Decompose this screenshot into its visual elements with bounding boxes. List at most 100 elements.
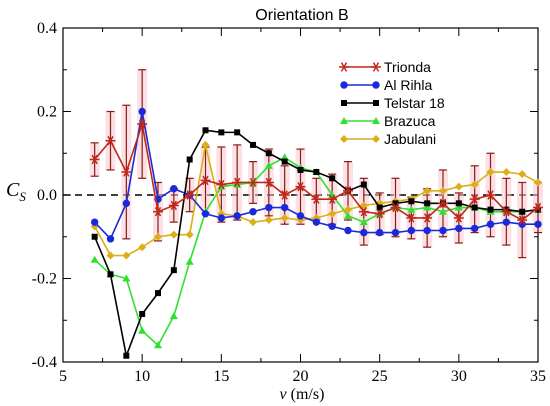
data-point xyxy=(469,194,480,204)
star-stroke xyxy=(139,119,146,129)
data-point xyxy=(407,205,416,213)
data-point xyxy=(265,203,273,212)
data-point xyxy=(218,129,225,136)
data-point xyxy=(89,154,100,165)
star-stroke xyxy=(107,136,114,146)
data-point xyxy=(390,202,401,213)
star-stroke xyxy=(408,213,415,223)
data-point xyxy=(406,213,417,223)
star-stroke xyxy=(455,213,462,223)
legend-item: Al Rihla xyxy=(340,77,432,93)
star-stroke xyxy=(344,186,352,196)
y-tick-label: -0.2 xyxy=(32,271,57,288)
data-point xyxy=(375,228,384,237)
data-point xyxy=(502,218,511,226)
series-line xyxy=(93,129,539,359)
legend-item: Telstar 18 xyxy=(341,95,445,111)
legend-label: Al Rihla xyxy=(384,77,432,93)
star-stroke xyxy=(154,206,162,217)
star-stroke xyxy=(519,215,526,225)
data-point xyxy=(200,175,211,186)
star-stroke xyxy=(340,62,348,72)
star-stroke xyxy=(360,206,367,217)
data-point xyxy=(408,198,415,205)
data-point xyxy=(138,107,146,116)
axis-ticks: 5 10 15 20 25 30 35 -0.4 -0.2 0.0 0.2 0.4 xyxy=(32,20,546,385)
data-point xyxy=(263,177,274,188)
data-point xyxy=(422,213,433,223)
data-point xyxy=(90,218,99,226)
data-point xyxy=(453,213,464,223)
y-tick-label: 0.0 xyxy=(37,187,57,204)
data-point xyxy=(485,190,496,200)
star-stroke xyxy=(170,200,177,211)
data-point xyxy=(170,267,177,274)
star-stroke xyxy=(202,175,209,186)
x-tick-label: 35 xyxy=(530,368,546,385)
star-stroke xyxy=(471,194,478,204)
data-point xyxy=(423,186,432,195)
x-axis-unit-text: (m/s) xyxy=(291,386,325,403)
data-point xyxy=(519,208,526,215)
data-point xyxy=(502,168,511,177)
data-point xyxy=(518,170,527,179)
star-stroke xyxy=(376,209,383,219)
data-point xyxy=(121,167,132,177)
data-point xyxy=(280,203,289,212)
data-point xyxy=(184,190,195,200)
y-axis-symbol: C xyxy=(6,179,20,201)
data-point xyxy=(201,140,210,149)
data-point xyxy=(123,352,130,359)
data-point xyxy=(122,199,131,208)
data-point xyxy=(248,177,258,188)
data-point xyxy=(340,117,348,124)
data-point xyxy=(339,62,349,72)
data-point xyxy=(107,271,114,278)
data-point xyxy=(234,129,241,136)
star-stroke xyxy=(297,181,304,192)
data-point xyxy=(201,210,210,218)
data-point xyxy=(373,100,379,106)
data-point xyxy=(455,224,463,233)
data-point xyxy=(358,206,369,217)
data-point xyxy=(423,226,431,235)
star-stroke xyxy=(249,177,257,188)
star-stroke xyxy=(281,190,288,200)
legend-item: Jabulani xyxy=(340,131,436,147)
star-stroke xyxy=(487,190,494,200)
data-point xyxy=(329,175,336,182)
x-axis-label: v (m/s) xyxy=(280,386,325,403)
data-point xyxy=(517,215,528,225)
data-point xyxy=(154,232,162,241)
data-point xyxy=(344,205,352,214)
data-point xyxy=(534,178,542,187)
data-point xyxy=(279,190,290,200)
data-point xyxy=(233,212,241,220)
star-stroke xyxy=(265,177,272,188)
data-point xyxy=(340,81,348,89)
data-point xyxy=(232,177,243,188)
data-point xyxy=(90,255,99,263)
y-tick-label: 0.4 xyxy=(37,20,57,37)
data-point xyxy=(91,233,98,240)
data-point xyxy=(360,181,367,188)
data-point xyxy=(340,135,348,143)
data-point xyxy=(376,204,383,211)
data-point xyxy=(264,216,273,225)
series-telstar-18 xyxy=(91,127,541,359)
y-axis-label: CS xyxy=(6,179,26,204)
data-point xyxy=(486,220,495,228)
x-tick-label: 30 xyxy=(451,368,467,385)
data-point xyxy=(470,224,479,233)
data-point xyxy=(312,218,321,226)
data-point xyxy=(122,251,131,260)
star-stroke xyxy=(372,62,380,72)
star-stroke xyxy=(91,154,98,165)
legend-label: Jabulani xyxy=(384,131,436,147)
data-point xyxy=(392,200,399,207)
data-point xyxy=(454,203,463,211)
data-point xyxy=(153,206,163,217)
data-point xyxy=(295,181,306,192)
legend: Trionda Al Rihla Telstar 18 Brazuca Jabulani xyxy=(339,59,445,147)
data-point xyxy=(438,198,448,209)
